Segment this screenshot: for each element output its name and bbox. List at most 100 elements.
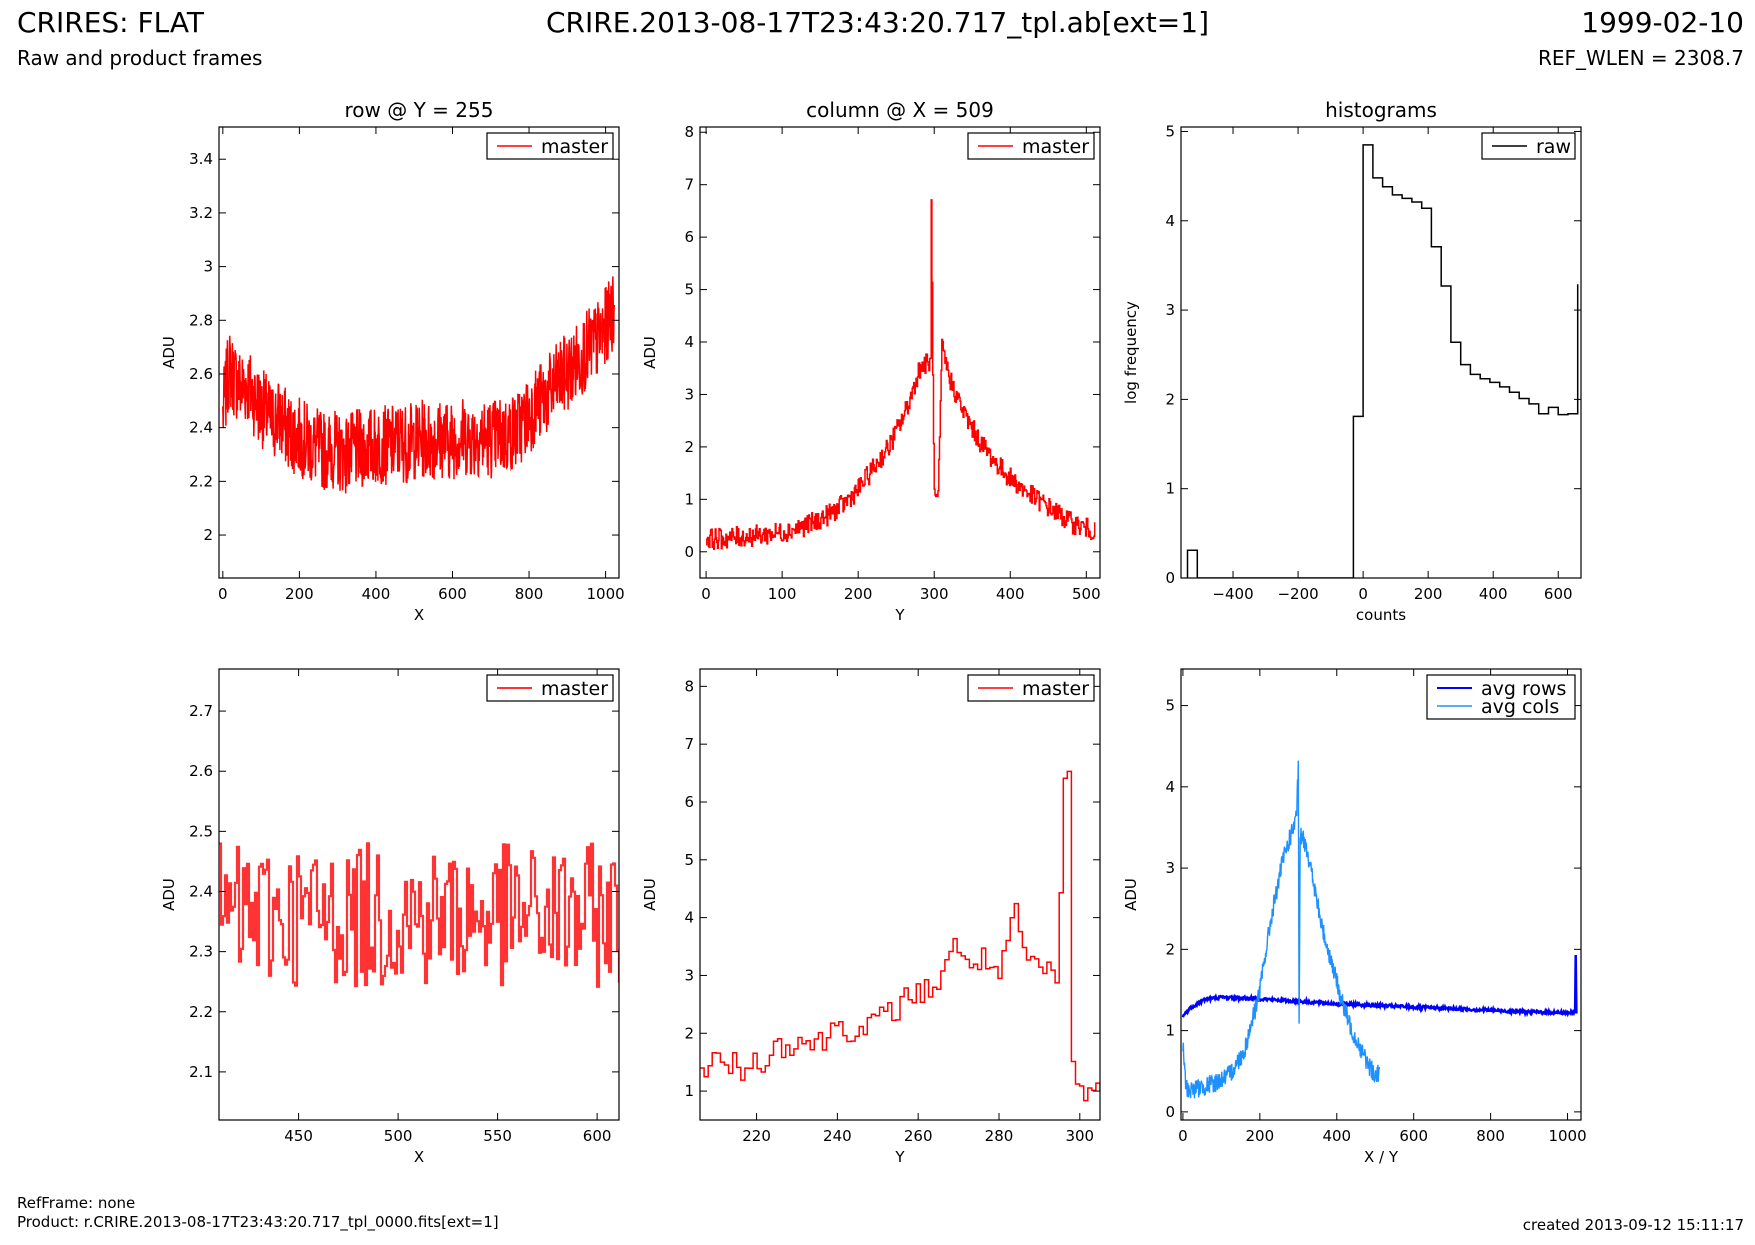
ref-wavelength: REF_WLEN = 2308.7	[1537, 46, 1744, 70]
legend-entry: raw	[1536, 136, 1571, 158]
x-tick-label: 1000	[1548, 1127, 1586, 1145]
y-tick-label: 6	[684, 228, 694, 246]
x-tick-label: 400	[362, 585, 391, 603]
plot-frame	[1180, 668, 1582, 1121]
x-tick-label: 0	[701, 585, 711, 603]
y-tick-label: 0	[1165, 1103, 1175, 1121]
y-tick-label: 2	[203, 526, 213, 544]
y-axis-label: ADU	[160, 336, 178, 369]
y-tick-label: 1	[1165, 1022, 1175, 1040]
x-tick-label: 200	[285, 585, 314, 603]
y-tick-label: 4	[1165, 212, 1175, 230]
y-tick-label: 0	[1165, 569, 1175, 587]
y-tick-label: 5	[684, 851, 694, 869]
y-tick-label: 3.4	[189, 150, 213, 168]
plot-area	[706, 199, 1096, 550]
y-tick-label: 3	[203, 258, 213, 276]
y-tick-label: 2.7	[189, 702, 213, 720]
x-tick-label: 300	[1065, 1127, 1094, 1145]
x-tick-label: 400	[1479, 585, 1508, 603]
legend: master	[486, 132, 614, 160]
x-tick-label: 0	[218, 585, 228, 603]
x-tick-label: 800	[1476, 1127, 1505, 1145]
x-tick-label: 200	[1246, 1127, 1275, 1145]
page-title: CRIRES: FLAT	[17, 6, 204, 39]
x-tick-label: 0	[1178, 1127, 1188, 1145]
chart-title: row @ Y = 255	[345, 98, 494, 122]
y-tick-label: 6	[684, 793, 694, 811]
y-tick-label: 7	[684, 735, 694, 753]
plot-frame	[699, 668, 1101, 1121]
x-tick-label: 240	[823, 1127, 852, 1145]
x-tick-label: 450	[284, 1127, 313, 1145]
y-axis-label: ADU	[160, 878, 178, 911]
y-tick-label: 2.2	[189, 1003, 213, 1021]
y-tick-label: 7	[684, 176, 694, 194]
chart-title: column @ X = 509	[806, 98, 994, 122]
ref-frame-label: RefFrame: none	[17, 1194, 136, 1212]
legend-entry: avg cols	[1481, 696, 1559, 718]
y-tick-label: 2.3	[189, 943, 213, 961]
y-tick-label: 2	[684, 1024, 694, 1042]
plot-area	[1186, 144, 1579, 578]
legend-entry: master	[1022, 136, 1089, 158]
product-label: Product: r.CRIRE.2013-08-17T23:43:20.717…	[17, 1213, 499, 1231]
x-axis-label: X	[414, 1148, 424, 1166]
x-tick-label: 220	[742, 1127, 771, 1145]
x-tick-label: 0	[1358, 585, 1368, 603]
legend-entry: avg rows	[1481, 678, 1566, 700]
x-tick-label: 600	[1399, 1127, 1428, 1145]
series-line-raw	[1186, 144, 1579, 578]
y-tick-label: 1	[684, 490, 694, 508]
y-tick-label: 2	[1165, 940, 1175, 958]
x-tick-label: 100	[768, 585, 797, 603]
y-tick-label: 4	[1165, 778, 1175, 796]
x-axis-label: Y	[894, 606, 905, 624]
x-axis-label: Y	[894, 1148, 905, 1166]
y-tick-label: 2.2	[189, 472, 213, 490]
plot-frame	[1180, 126, 1582, 579]
y-axis-label: ADU	[1122, 878, 1140, 911]
x-tick-label: 200	[844, 585, 873, 603]
y-tick-label: 1	[1165, 480, 1175, 498]
y-tick-label: 5	[1165, 122, 1175, 140]
legend: master	[967, 674, 1095, 702]
y-tick-label: 5	[684, 281, 694, 299]
series-line-master	[222, 276, 616, 494]
chart-row: 0 200 400 600 800 1000 2 2.2 2.4 2.6 2.8 3 3.2 3.4 row…	[160, 98, 625, 624]
plot-area	[219, 842, 619, 988]
legend: raw	[1481, 132, 1576, 160]
x-axis-label: X	[414, 606, 424, 624]
chart-title: histograms	[1325, 98, 1437, 122]
y-axis-label: ADU	[641, 878, 659, 911]
y-tick-label: 1	[684, 1082, 694, 1100]
y-tick-label: 4	[684, 909, 694, 927]
x-tick-label: −200	[1277, 585, 1318, 603]
x-tick-label: 400	[996, 585, 1025, 603]
y-tick-label: 2.6	[189, 365, 213, 383]
y-tick-label: 2.8	[189, 311, 213, 329]
chart-row-zoom: 450 500 550 600 2.1 2.2 2.3 2.4 2.5 2.6 2.7 X ADU mas…	[160, 668, 620, 1166]
legend-box	[1426, 674, 1576, 720]
y-tick-label: 2.5	[189, 822, 213, 840]
y-axis-label: ADU	[641, 336, 659, 369]
y-tick-label: 4	[684, 333, 694, 351]
chart-hist: −400 −200 0 200 400 600 0 1 2 3 4 5 histograms counts…	[1122, 98, 1582, 624]
y-tick-label: 2.4	[189, 419, 213, 437]
x-tick-label: 500	[384, 1127, 413, 1145]
y-tick-label: 2.1	[189, 1063, 213, 1081]
page-subtitle: Raw and product frames	[17, 46, 263, 70]
x-tick-label: 600	[583, 1127, 612, 1145]
y-tick-label: 0	[684, 543, 694, 561]
x-tick-label: 1000	[587, 585, 625, 603]
frame-name: CRIRE.2013-08-17T23:43:20.717_tpl.ab[ext…	[545, 6, 1209, 39]
x-tick-label: 200	[1414, 585, 1443, 603]
series-line-master	[700, 770, 1100, 1102]
y-tick-label: 2.6	[189, 762, 213, 780]
x-tick-label: 400	[1322, 1127, 1351, 1145]
x-axis-label: X / Y	[1364, 1148, 1399, 1166]
x-tick-label: 600	[438, 585, 467, 603]
legend-entry: master	[1022, 678, 1089, 700]
y-tick-label: 8	[684, 123, 694, 141]
